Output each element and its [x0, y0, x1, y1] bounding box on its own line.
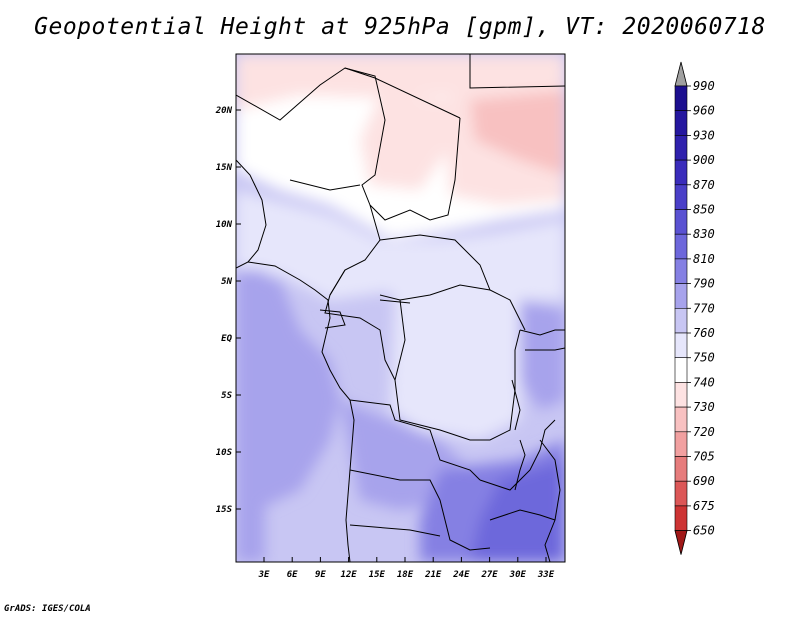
plot-frame	[235, 53, 566, 563]
colorbar-label: 900	[693, 153, 715, 167]
colorbar-label: 705	[693, 450, 715, 464]
longitude-axis: 3E 6E 9E 12E 15E 18E 21E 24E 27E 30E 33E	[258, 557, 555, 580]
lon-label: 24E	[452, 570, 470, 580]
colorbar-label: 740	[693, 375, 715, 389]
lat-label: 15S	[216, 505, 233, 515]
colorbar-label: 750	[693, 351, 715, 365]
colorbar-bin	[674, 456, 688, 482]
colorbar-label: 810	[693, 252, 715, 266]
colorbar-bin	[674, 332, 688, 359]
colorbar-label: 960	[693, 104, 715, 118]
colorbar-label: 770	[693, 301, 715, 315]
lat-label: 15N	[216, 163, 233, 173]
colorbar-label: 990	[693, 79, 715, 93]
colorbar-bin	[674, 505, 688, 531]
colorbar-bin	[674, 382, 688, 408]
colorbar-bottom-arrow	[674, 530, 688, 555]
colorbar-label: 690	[693, 474, 715, 488]
lon-label: 21E	[424, 570, 442, 580]
colorbar-bin	[674, 135, 688, 161]
colorbar-bin	[674, 233, 688, 260]
lon-label: 3E	[258, 570, 270, 580]
colorbar-bin	[674, 357, 688, 383]
lon-label: 6E	[287, 570, 298, 580]
colorbar-bin	[674, 159, 688, 186]
colorbar-top-arrow	[674, 61, 688, 87]
colorbar-label: 830	[693, 227, 715, 241]
colorbar-bin	[674, 209, 688, 235]
lat-label: 5N	[221, 277, 232, 287]
colorbar-bin	[674, 184, 688, 210]
colorbar-label: 760	[693, 326, 715, 340]
colorbar-label: 850	[693, 203, 715, 217]
colorbar-label: 870	[693, 178, 715, 192]
lat-label: 10N	[216, 220, 233, 230]
lat-label: 5S	[221, 391, 232, 401]
lat-label: 20N	[215, 106, 233, 116]
colorbar-bin	[674, 480, 688, 507]
colorbar-label: 930	[693, 128, 715, 142]
colorbar-label: 730	[693, 400, 715, 414]
colorbar-label: 720	[693, 425, 715, 439]
lon-label: 9E	[315, 570, 326, 580]
lat-label: 10S	[216, 448, 233, 458]
colorbar-bin	[674, 406, 688, 433]
colorbar-label: 675	[693, 499, 715, 513]
colorbar-bin	[674, 431, 688, 457]
lon-label: 12E	[340, 570, 357, 580]
colorbar-bin	[674, 307, 688, 334]
lat-label: EQ	[221, 334, 232, 344]
lon-label: 18E	[397, 570, 414, 580]
lon-label: 27E	[480, 570, 498, 580]
lon-label: 30E	[509, 570, 527, 580]
latitude-axis: 20N 15N 10N 5N EQ 5S 10S 15S	[215, 106, 241, 515]
colorbar-bin	[674, 110, 688, 136]
colorbar-label: 650	[693, 524, 715, 538]
lon-label: 15E	[369, 570, 386, 580]
grads-credit: GrADS: IGES/COLA	[4, 604, 91, 614]
map-title: Geopotential Height at 925hPa [gpm], VT:…	[34, 14, 766, 40]
lon-label: 33E	[537, 570, 555, 580]
colorbar-bin	[674, 258, 688, 284]
country-borders	[236, 54, 565, 562]
colorbar-bin	[674, 283, 688, 309]
colorbar-bin	[674, 85, 688, 112]
colorbar: 990 960 930 900 870 850 830 810 790 770 760 750 740 7…	[674, 61, 715, 555]
colorbar-label: 790	[693, 277, 715, 291]
